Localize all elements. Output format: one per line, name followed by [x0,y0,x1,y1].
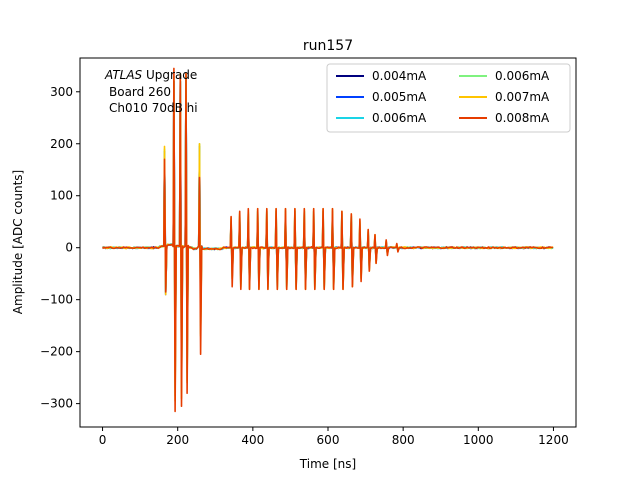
series-line-6 [102,67,554,413]
series-layer [102,67,554,413]
legend-label: 0.004mA [372,69,427,83]
atlas-annotation: ATLAS Upgrade Board 260 Ch010 70dB hi [104,68,198,115]
y-axis-ticks: −300 −200 −100 0 100 200 300 [40,85,80,411]
legend: 0.004mA 0.005mA 0.006mA 0.006mA 0.007mA 0.008… [326,63,571,133]
annotation-line-1: ATLAS Upgrade [104,68,197,82]
x-tick-label: 400 [241,433,264,447]
y-tick-label: −100 [40,293,73,307]
x-axis-label: Time [ns] [299,457,356,471]
legend-label: 0.008mA [495,111,550,125]
x-axis-ticks: 0 200 400 600 800 1000 1200 [99,427,569,447]
legend-label: 0.006mA [372,111,427,125]
legend-frame [326,63,571,133]
legend-label: 0.005mA [372,90,427,104]
y-tick-label: 300 [50,85,73,99]
x-tick-label: 1200 [538,433,569,447]
x-tick-label: 600 [317,433,340,447]
y-axis-label: Amplitude [ADC counts] [11,170,25,314]
chart-title: run157 [303,38,353,54]
y-tick-label: 100 [50,189,73,203]
x-tick-label: 800 [392,433,415,447]
annotation-upgrade: Upgrade [142,68,197,82]
y-tick-label: 0 [65,241,73,255]
x-tick-label: 200 [166,433,189,447]
annotation-line-3: Ch010 70dB hi [109,101,198,115]
y-tick-label: −300 [40,397,73,411]
annotation-line-2: Board 260 [109,85,171,99]
x-tick-label: 0 [99,433,107,447]
y-tick-label: 200 [50,137,73,151]
annotation-atlas: ATLAS [104,68,143,82]
legend-label: 0.006mA [495,69,550,83]
legend-label: 0.007mA [495,90,550,104]
x-tick-label: 1000 [463,433,494,447]
y-tick-label: −200 [40,345,73,359]
